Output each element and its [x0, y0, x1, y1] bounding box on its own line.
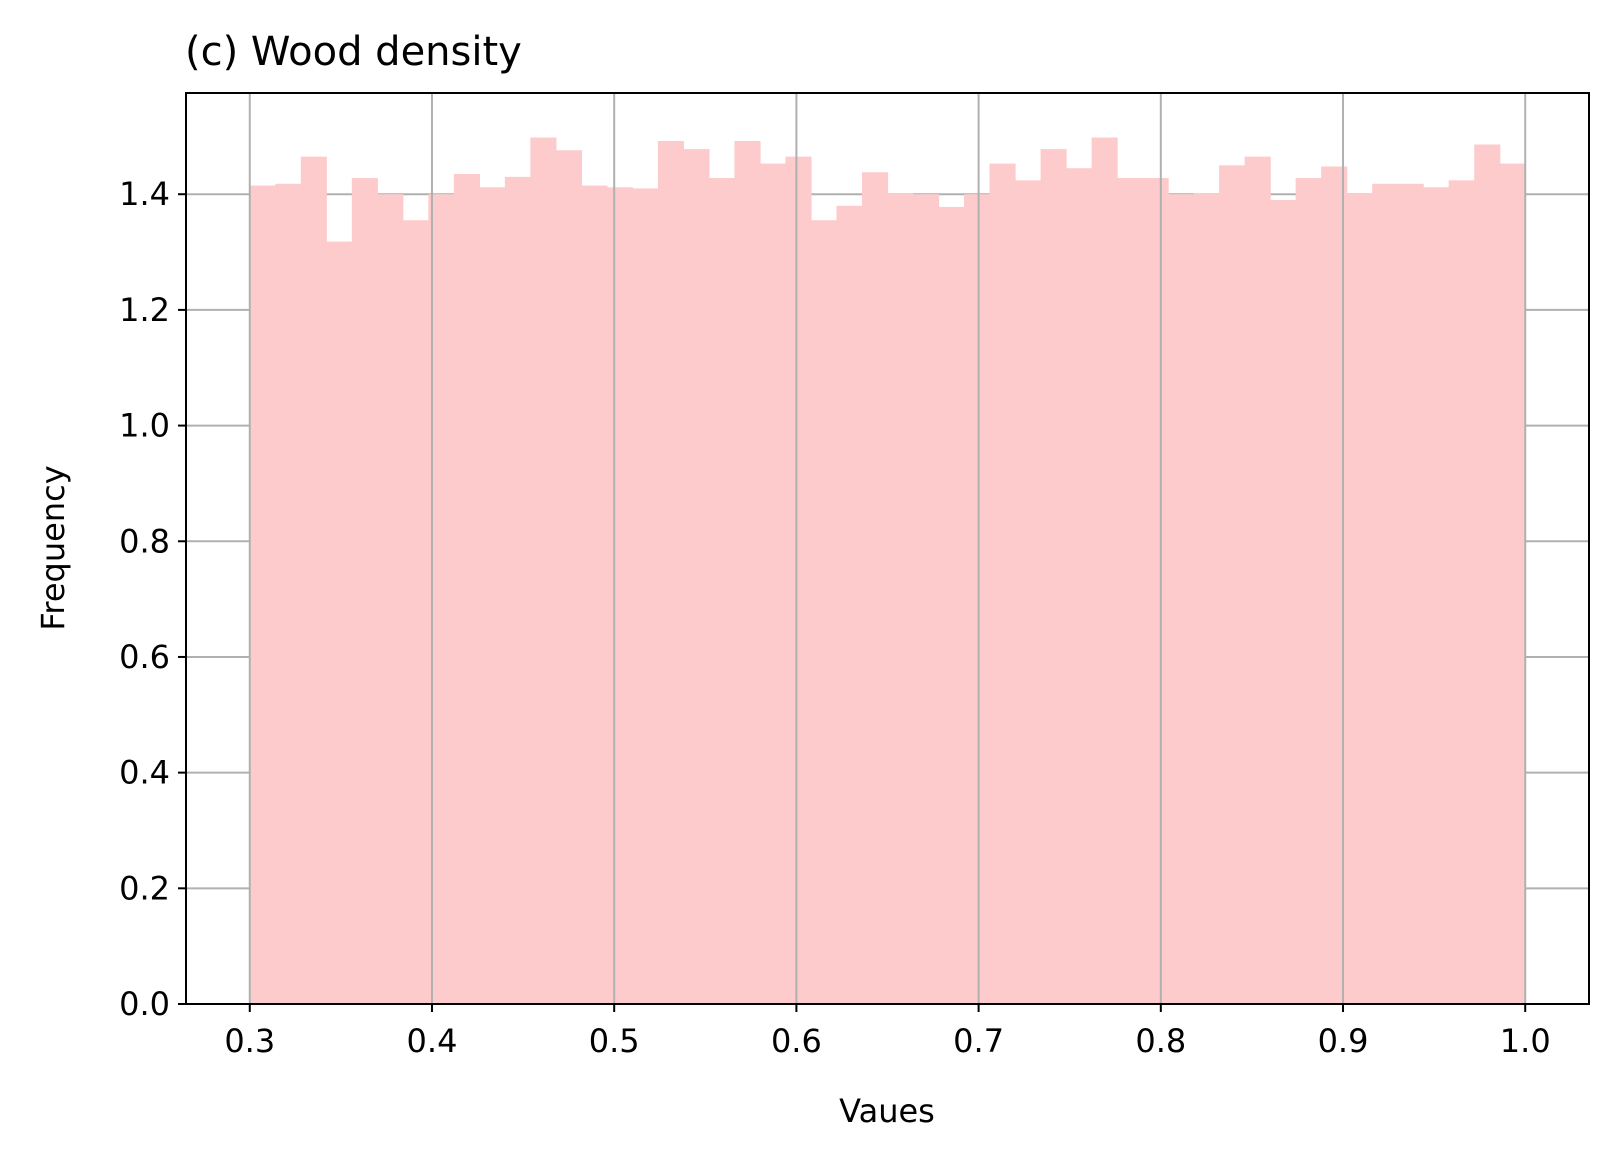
histogram-bar [377, 194, 404, 1004]
histogram-bar [1346, 193, 1373, 1004]
histogram-bar [453, 173, 480, 1004]
chart-title: (c) Wood density [185, 29, 522, 75]
histogram-bar [657, 141, 685, 1005]
histogram-bar [606, 187, 634, 1005]
plot-frame [185, 92, 1590, 1005]
histogram-bar [1244, 156, 1271, 1005]
histogram-bar [555, 150, 582, 1004]
y-tick-label: 0.0 [119, 985, 170, 1023]
histogram-bar [861, 172, 889, 1004]
histogram-bar [836, 205, 863, 1005]
vertical-gridlines [248, 93, 1527, 1004]
histogram-bar [530, 137, 557, 1004]
histogram-bar [581, 185, 608, 1005]
x-tick-label: 0.9 [1318, 1022, 1369, 1060]
histogram-bar [1219, 165, 1246, 1005]
histogram-bar [887, 193, 914, 1004]
x-tick-label: 0.4 [407, 1022, 458, 1060]
histogram-bar [785, 156, 812, 1005]
y-tick-label: 1.0 [119, 407, 170, 445]
histogram-bar [810, 220, 838, 1004]
histogram-bar [938, 206, 965, 1005]
histogram-bar [1040, 149, 1067, 1005]
histogram-bar [1142, 178, 1169, 1004]
histogram-bar [1117, 178, 1144, 1004]
y-tick-label: 1.2 [119, 291, 170, 329]
histogram-bar [402, 220, 429, 1004]
histogram-bar [1168, 194, 1195, 1004]
x-tick-label: 1.0 [1500, 1022, 1551, 1060]
histogram-bar [300, 156, 327, 1005]
histogram-bar [1270, 200, 1297, 1004]
histogram-bar [1448, 180, 1475, 1004]
x-tick-label: 0.5 [589, 1022, 640, 1060]
y-tick-label: 0.8 [119, 522, 170, 560]
x-axis-ticks: 0.3 0.4 0.5 0.6 0.7 0.8 0.9 1.0 [224, 1004, 1551, 1060]
histogram-bar [1372, 183, 1399, 1004]
histogram-bar [1066, 168, 1093, 1004]
histogram-bar [504, 176, 531, 1004]
y-tick-label: 0.4 [119, 754, 170, 792]
x-axis-label: Vaues [839, 1092, 935, 1130]
histogram-bar [351, 178, 378, 1004]
x-tick-label: 0.3 [224, 1022, 275, 1060]
histogram-bars [249, 137, 1526, 1005]
histogram-bar [1295, 178, 1322, 1004]
histogram-bar [1193, 193, 1220, 1004]
histogram-bar [249, 185, 276, 1005]
histogram-bar [708, 178, 736, 1004]
histogram-bar [913, 194, 940, 1004]
histogram-bar [1015, 180, 1042, 1004]
histogram-bar [964, 194, 991, 1004]
histogram-bar [632, 188, 659, 1004]
x-tick-label: 0.6 [771, 1022, 822, 1060]
histogram-bar [989, 163, 1016, 1004]
histogram-bar [683, 149, 710, 1005]
histogram-bar [1423, 187, 1450, 1005]
histogram-bar [479, 187, 506, 1005]
histogram-bar [1474, 144, 1501, 1004]
histogram-bar [759, 163, 787, 1004]
histogram-bar [1091, 137, 1118, 1004]
histogram-bar [734, 141, 761, 1005]
histogram-bar [1499, 163, 1526, 1004]
y-tick-label: 0.2 [119, 869, 170, 907]
y-axis-label: Frequency [34, 465, 72, 630]
y-tick-label: 0.6 [119, 638, 170, 676]
histogram-bar [275, 183, 302, 1004]
x-tick-label: 0.8 [1135, 1022, 1186, 1060]
y-axis-ticks: 0.0 0.2 0.4 0.6 0.8 1.0 1.2 1.4 [119, 175, 186, 1023]
x-tick-label: 0.7 [953, 1022, 1004, 1060]
histogram-bar [326, 241, 353, 1004]
histogram-bar [1397, 183, 1424, 1004]
y-tick-label: 1.4 [119, 175, 170, 213]
